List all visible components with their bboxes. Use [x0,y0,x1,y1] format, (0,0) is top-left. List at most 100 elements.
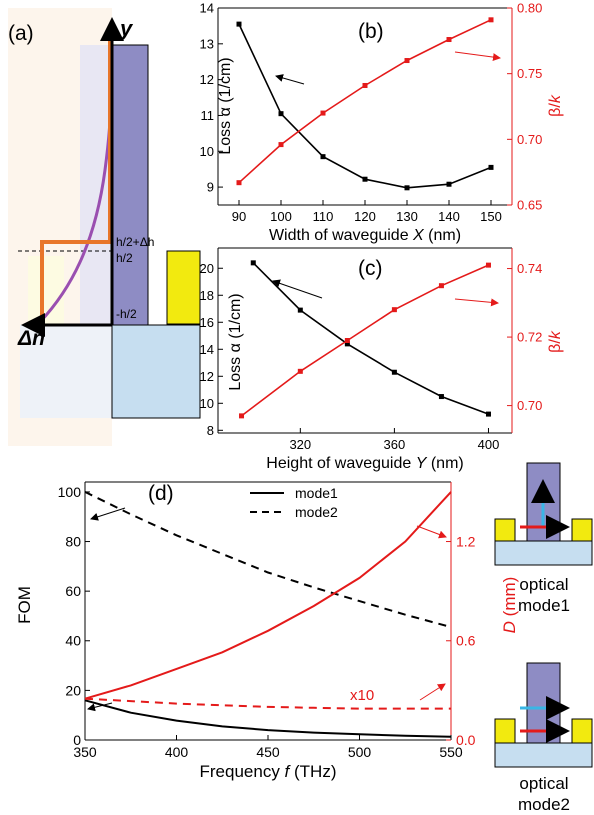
chart-c-series-1-point [298,369,303,374]
panel-a-right-gold-pad [167,251,200,324]
chart-b-series-0-point [363,177,368,182]
chart-b-y-right-tick-label: 0.70 [517,132,542,147]
chart-c-y-left-tick-label: 18 [200,288,214,303]
chart-b-series-1-point [279,142,284,147]
panel-a-substrate [112,325,200,418]
chart-b-y-left-tick-label: 12 [200,72,214,87]
inset2-label-line1: optical [519,774,568,793]
chart-d-x-tick-label: 500 [348,744,372,760]
chart-d-y-right-tick-label: 1.2 [456,533,476,549]
chart-c-y-right-title: β/k [547,330,564,353]
chart-b-panel-label: (b) [358,20,384,43]
chart-b-x-tick-label: 100 [270,209,292,224]
chart-c-y-left-tick-label: 16 [200,315,214,330]
chart-c-y-right-tick-label: 0.70 [517,398,542,413]
inset2-label-line2: mode2 [518,795,570,814]
chart-d-annotation-x10: x10 [350,687,374,704]
chart-d-panel-label: (d) [148,482,174,505]
inset1-label-line1: optical [519,575,568,594]
chart-b-x-tick-label: 90 [232,209,246,224]
chart-b-series-0-point [237,22,242,27]
chart-d-series-0-line [85,700,451,737]
inset1-pad-right [572,519,592,541]
chart-d-x-title: Frequency f (THz) [200,762,337,781]
chart-b-y-left-tick-label: 13 [200,36,214,51]
chart-d-y-left-tick-label: 100 [58,484,82,500]
chart-b-x-tick-label: 120 [354,209,376,224]
chart-b-y-right-title: β/k [547,94,564,117]
chart-b-x-tick-label: 140 [438,209,460,224]
chart-c-y-left-tick-label: 10 [200,396,214,411]
chart-b-series-1-point [447,37,452,42]
chart-d-y-left-tick-label: 20 [65,682,81,698]
chart-c-y-left-title: Loss α (1/cm) [227,293,244,390]
panel-a-level-1: h/2+Δh [116,235,154,249]
chart-c-arrow-right-icon [455,299,498,303]
chart-d-y-right-tick-label: 0.0 [456,732,476,748]
chart-b-y-right-tick-label: 0.75 [517,66,542,81]
chart-c-series-1-point [239,413,244,418]
chart-b-y-left-title: Loss α (1/cm) [217,57,234,154]
chart-c-panel-label: (c) [358,257,383,280]
chart-b-y-right-tick-label: 0.80 [517,1,542,16]
chart-d-arrow-d-icon [417,526,446,537]
chart-b: 90 100 110 120 130 140 150910111213140.650.700… [200,1,564,244]
chart-d-y-right-title: D (mm) [500,577,519,634]
chart-b-x-title: Width of waveguide X (nm) [269,227,461,244]
chart-b-series-1-point [405,58,410,63]
chart-b-y-left-tick-label: 9 [207,180,214,195]
chart-b-x-tick-label: 130 [396,209,418,224]
chart-d-legend-mode1-label: mode1 [295,485,338,501]
chart-b-series-1-line [239,20,491,183]
chart-b-arrow-left-icon [276,76,304,84]
chart-b-arrow-right-icon [455,52,500,58]
panel-a-left-slab-light [80,45,112,325]
chart-b-series-0-point [405,185,410,190]
chart-c-series-0-point [486,412,491,417]
panel-a-x-axis-label: Δn [17,327,45,350]
inset2-pad-left [495,719,515,743]
chart-c-y-left-tick-label: 20 [200,261,214,276]
inset-mode2: optical mode2 [495,663,592,814]
chart-d-series-3-line [85,699,451,709]
chart-b-series-1-point [237,180,242,185]
inset2-substrate [495,743,592,767]
chart-b-series-0-point [321,154,326,159]
chart-c-x-tick-label: 320 [289,437,311,452]
chart-d-y-left-tick-label: 40 [65,633,81,649]
chart-c-x-tick-label: 400 [478,437,500,452]
panel-a-level-3: -h/2 [116,307,137,321]
chart-c-series-0-point [439,394,444,399]
chart-c-series-0-point [298,308,303,313]
chart-c-y-left-tick-label: 8 [207,423,214,438]
panel-a: (a) y Δn h/2+Δh h/2 -h/2 [8,8,200,446]
chart-d-arrow-mode2-icon [91,508,125,519]
chart-b-series-1-point [321,111,326,116]
chart-c-series-1-point [392,307,397,312]
chart-c-series-0-point [251,260,256,265]
chart-b-y-left-tick-label: 10 [200,144,214,159]
chart-d-y-left-tick-label: 60 [65,583,81,599]
chart-c-x-tick-label: 360 [384,437,406,452]
chart-b-series-1-point [489,17,494,22]
chart-b-y-left-tick-label: 14 [200,1,214,16]
chart-d-x-tick-label: 450 [256,744,280,760]
chart-d-legend-mode2-label: mode2 [295,504,338,520]
chart-d-y-right-tick-label: 0.6 [456,633,476,649]
panel-a-y-axis-label: y [119,16,134,41]
chart-d-series-2-line [85,492,451,699]
chart-c-x-title: Height of waveguide Y (nm) [266,455,463,472]
chart-d-y-left-title: FOM [15,586,34,624]
chart-b-series-0-point [447,182,452,187]
chart-c-series-1-point [486,263,491,268]
chart-b-series-1-point [363,83,368,88]
chart-c-series-0-point [392,370,397,375]
chart-b-x-tick-label: 150 [480,209,502,224]
chart-b-series-0-point [489,165,494,170]
chart-d-y-left-tick-label: 80 [65,533,81,549]
chart-c-series-1-point [439,283,444,288]
chart-b-series-0-line [239,24,491,188]
inset1-substrate [495,541,592,565]
chart-c-y-right-tick-label: 0.72 [517,330,542,345]
